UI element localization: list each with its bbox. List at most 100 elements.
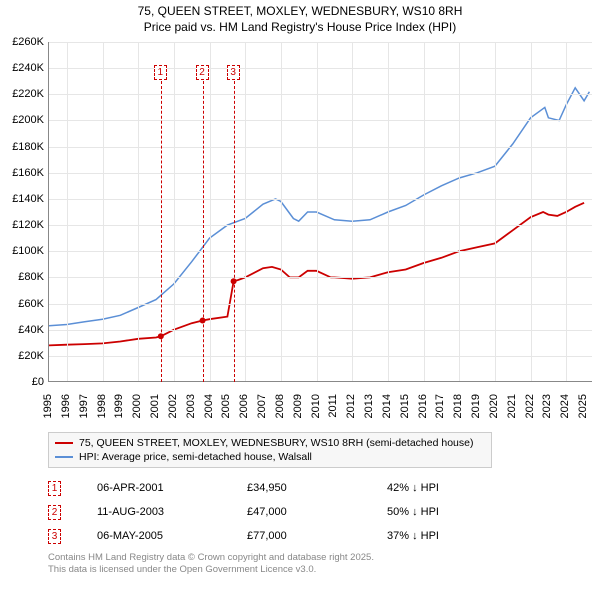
transaction-date: 06-APR-2001 (97, 482, 247, 494)
x-tick-label: 2003 (185, 394, 197, 434)
transaction-price: £34,950 (247, 482, 387, 494)
gridline-v (531, 42, 532, 381)
x-tick-label: 2024 (559, 394, 571, 434)
legend-label-hpi: HPI: Average price, semi-detached house,… (79, 451, 312, 463)
transaction-price: £47,000 (247, 506, 387, 518)
transaction-badge: 1 (48, 481, 61, 496)
footer-line1: Contains HM Land Registry data © Crown c… (48, 552, 374, 564)
x-tick-label: 2015 (399, 394, 411, 434)
x-tick-label: 2019 (470, 394, 482, 434)
y-tick-label: £240K (0, 62, 44, 74)
gridline-h (49, 42, 592, 43)
x-tick-label: 2009 (292, 394, 304, 434)
gridline-v (424, 42, 425, 381)
y-tick-label: £260K (0, 36, 44, 48)
x-tick-label: 2020 (488, 394, 500, 434)
gridline-v (67, 42, 68, 381)
x-tick-label: 2006 (238, 394, 250, 434)
x-tick-label: 2005 (220, 394, 232, 434)
x-tick-label: 2012 (345, 394, 357, 434)
title-line2: Price paid vs. HM Land Registry's House … (0, 20, 600, 36)
transaction-table: 1 06-APR-2001£34,95042% ↓ HPI 211-AUG-2003… (48, 476, 487, 548)
y-tick-label: £200K (0, 114, 44, 126)
chart-title: 75, QUEEN STREET, MOXLEY, WEDNESBURY, WS… (0, 0, 600, 35)
gridline-v (281, 42, 282, 381)
gridline-h (49, 225, 592, 226)
gridline-h (49, 330, 592, 331)
y-tick-label: £20K (0, 350, 44, 362)
x-tick-label: 1996 (60, 394, 72, 434)
x-tick-label: 1998 (96, 394, 108, 434)
chart-annotation-dashline (203, 81, 204, 382)
transaction-delta: 42% ↓ HPI (387, 482, 487, 494)
x-tick-label: 2013 (363, 394, 375, 434)
gridline-h (49, 251, 592, 252)
transaction-delta: 50% ↓ HPI (387, 506, 487, 518)
gridline-v (245, 42, 246, 381)
gridline-h (49, 147, 592, 148)
x-tick-label: 2016 (417, 394, 429, 434)
chart-annotation-dashline (234, 81, 235, 382)
gridline-h (49, 356, 592, 357)
transaction-price: £77,000 (247, 530, 387, 542)
transaction-row: 1 06-APR-2001£34,95042% ↓ HPI (48, 476, 487, 500)
chart-annotation-badge: 2 (196, 65, 209, 80)
transaction-row: 211-AUG-2003£47,00050% ↓ HPI (48, 500, 487, 524)
gridline-v (138, 42, 139, 381)
y-tick-label: £120K (0, 219, 44, 231)
gridline-h (49, 120, 592, 121)
gridline-h (49, 199, 592, 200)
chart-annotation-badge: 1 (154, 65, 167, 80)
gridline-v (352, 42, 353, 381)
x-tick-label: 1995 (42, 394, 54, 434)
y-tick-label: £60K (0, 298, 44, 310)
series-hpi (49, 88, 589, 326)
y-tick-label: £140K (0, 193, 44, 205)
y-tick-label: £160K (0, 167, 44, 179)
transaction-delta: 37% ↓ HPI (387, 530, 487, 542)
footer-attribution: Contains HM Land Registry data © Crown c… (48, 552, 374, 576)
legend-swatch-property (55, 442, 73, 444)
legend-item-hpi: HPI: Average price, semi-detached house,… (55, 450, 485, 464)
y-tick-label: £220K (0, 88, 44, 100)
y-tick-label: £0 (0, 376, 44, 388)
x-tick-label: 2008 (274, 394, 286, 434)
gridline-h (49, 68, 592, 69)
x-tick-label: 2022 (524, 394, 536, 434)
gridline-v (103, 42, 104, 381)
legend-item-property: 75, QUEEN STREET, MOXLEY, WEDNESBURY, WS… (55, 436, 485, 450)
x-tick-label: 2014 (381, 394, 393, 434)
x-tick-label: 2017 (434, 394, 446, 434)
x-tick-label: 2004 (203, 394, 215, 434)
gridline-v (459, 42, 460, 381)
legend-swatch-hpi (55, 456, 73, 458)
chart-annotation-badge: 3 (227, 65, 240, 80)
gridline-h (49, 277, 592, 278)
transaction-row: 3 06-MAY-2005£77,00037% ↓ HPI (48, 524, 487, 548)
transaction-badge: 3 (48, 529, 61, 544)
x-tick-label: 1999 (113, 394, 125, 434)
x-tick-label: 2000 (131, 394, 143, 434)
x-tick-label: 2001 (149, 394, 161, 434)
x-tick-label: 2007 (256, 394, 268, 434)
legend-box: 75, QUEEN STREET, MOXLEY, WEDNESBURY, WS… (48, 432, 492, 468)
gridline-v (210, 42, 211, 381)
gridline-v (566, 42, 567, 381)
y-tick-label: £180K (0, 141, 44, 153)
y-tick-label: £100K (0, 245, 44, 257)
transaction-date: 11-AUG-2003 (97, 506, 247, 518)
gridline-h (49, 173, 592, 174)
chart-plot-area: 1 2 3 (48, 42, 592, 382)
gridline-v (174, 42, 175, 381)
gridline-v (388, 42, 389, 381)
x-tick-label: 2018 (452, 394, 464, 434)
chart-annotation-dashline (161, 81, 162, 382)
gridline-v (495, 42, 496, 381)
x-tick-label: 2021 (506, 394, 518, 434)
x-tick-label: 2011 (327, 394, 339, 434)
x-tick-label: 2023 (541, 394, 553, 434)
transaction-date: 06-MAY-2005 (97, 530, 247, 542)
x-tick-label: 2010 (310, 394, 322, 434)
gridline-v (317, 42, 318, 381)
title-line1: 75, QUEEN STREET, MOXLEY, WEDNESBURY, WS… (0, 4, 600, 20)
